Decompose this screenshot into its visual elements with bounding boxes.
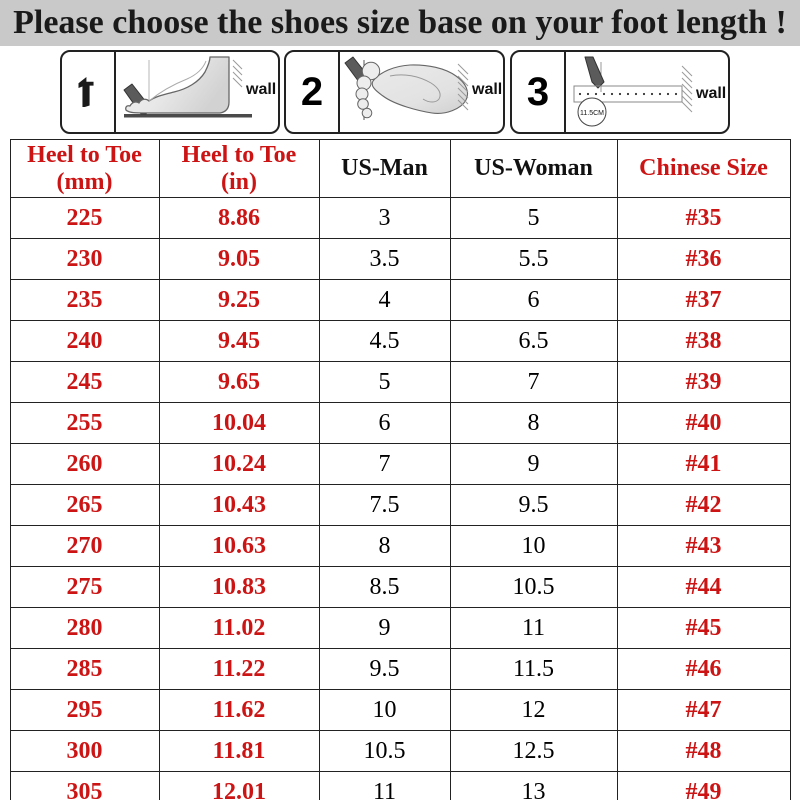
svg-text:wall: wall bbox=[245, 81, 276, 98]
svg-text:wall: wall bbox=[471, 81, 502, 98]
svg-text:wall: wall bbox=[695, 85, 726, 102]
svg-text:11.5CM: 11.5CM bbox=[580, 110, 604, 117]
